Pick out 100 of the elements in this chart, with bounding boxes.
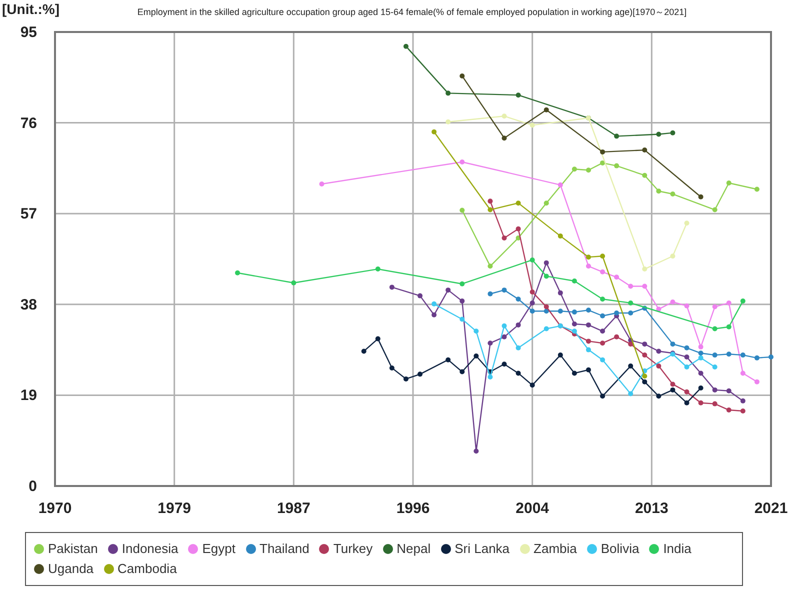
point [319,181,324,186]
y-tick-label: 0 [28,478,37,495]
point [488,264,493,269]
point [572,321,577,326]
point [474,354,479,359]
point [754,186,760,192]
point [740,370,746,376]
point [586,168,591,173]
x-tick-label: 1996 [396,500,430,517]
point [418,293,423,298]
point [600,269,606,274]
legend-label: Zambia [534,540,577,558]
y-tick-label: 19 [20,387,37,404]
point [361,348,366,354]
point [586,338,591,344]
point [642,374,648,379]
point [572,370,577,376]
point [530,300,535,306]
point [530,257,535,262]
point [446,288,451,293]
point [754,355,760,360]
point [516,345,521,350]
point [726,408,732,413]
point [712,352,718,358]
legend-label: India [663,540,692,558]
x-tick-label: 2021 [754,500,788,517]
point [488,340,493,346]
point [698,344,704,350]
point [712,304,718,310]
point [726,352,732,357]
point [614,134,620,139]
point [544,274,549,279]
point [684,400,690,406]
point [516,92,521,98]
point [684,354,690,360]
point [389,365,394,370]
x-tick-label: 2013 [634,500,668,517]
point [516,370,521,376]
point [628,364,634,369]
point [740,408,746,414]
point [642,352,648,358]
point [600,254,606,259]
point [768,354,774,360]
point [544,304,549,310]
point [614,310,620,316]
point [460,208,465,213]
point [642,342,648,347]
point [432,312,437,318]
point [628,342,634,347]
point [670,192,676,197]
point [516,296,521,302]
y-tick-label: 76 [20,114,37,132]
point [488,374,493,380]
point [530,308,535,314]
point [740,298,746,304]
point [558,308,563,314]
point [502,114,507,119]
legend-label: Turkey [333,540,373,558]
point [684,220,690,226]
point [670,130,676,136]
point [235,270,240,276]
text: [Unit.:%] [2,1,60,17]
point [684,389,690,394]
point [460,298,465,304]
point [502,235,507,240]
point [684,303,690,308]
legend-label: Bolivia [600,540,640,558]
point [698,350,704,356]
point [600,340,606,346]
y-tick-label: 57 [20,206,37,223]
point [670,382,676,387]
point [516,200,521,206]
point [712,326,718,332]
point [530,289,535,294]
point [516,226,521,232]
point [432,129,437,134]
point [558,182,563,188]
point [670,300,676,305]
point [530,382,535,388]
point [460,369,465,374]
point [544,107,549,112]
point [642,172,648,178]
point [403,376,408,382]
point [726,180,732,186]
point [712,387,718,392]
point [642,266,648,272]
point [586,264,591,269]
point [656,188,662,194]
point [600,313,606,318]
point [642,379,648,384]
legend-label: Nepal [396,540,431,558]
legend-label: Indonesia [122,540,178,558]
point [375,336,380,342]
x-tick-label: 1970 [38,500,72,517]
point [656,394,662,399]
point [572,166,577,172]
point [502,288,507,293]
legend-label: Thailand [260,540,310,558]
point [656,364,662,369]
point [600,357,606,362]
